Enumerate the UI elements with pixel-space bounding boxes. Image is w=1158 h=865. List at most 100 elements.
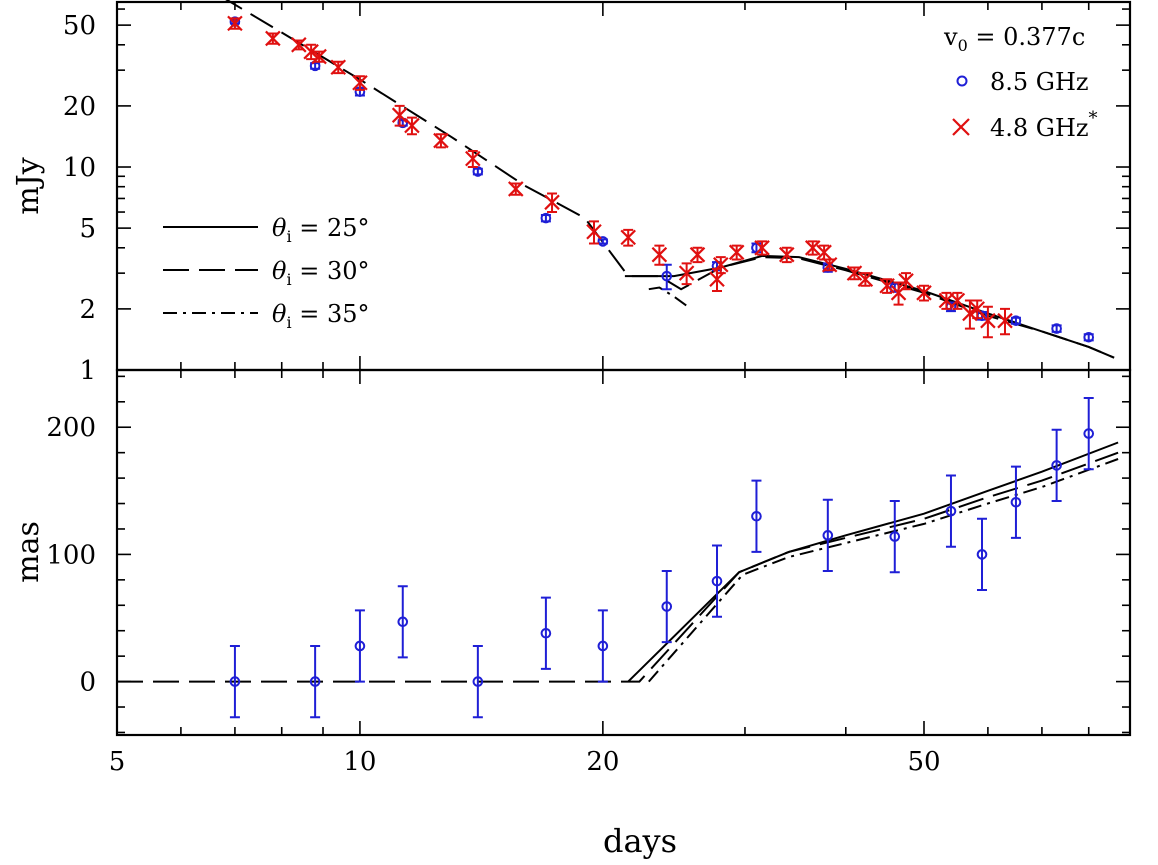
- top-marker-cross: [938, 292, 955, 309]
- top-data-point: [661, 263, 673, 291]
- top-data-point: [311, 48, 327, 65]
- top-data-point: [597, 236, 609, 247]
- top-data-point: [540, 212, 552, 224]
- bottom-error-bar: [977, 517, 988, 592]
- bottom-marker-circle: [229, 676, 241, 687]
- top-model-line-solid: [624, 254, 1115, 359]
- bottom-marker-circle: [711, 575, 723, 587]
- top-data-point: [472, 166, 484, 177]
- bottom-marker-circle: [597, 640, 609, 652]
- top-data-point: [433, 132, 449, 149]
- bottom-panel-offset: 5 10 20 50 0 100 200 mas: [11, 368, 1132, 777]
- top-marker-circle: [1051, 323, 1062, 334]
- top-marker-cross: [404, 117, 420, 134]
- x-axis-label: days: [603, 822, 677, 860]
- bottom-error-bar: [397, 585, 408, 659]
- bottom-model-line-dashdot: [648, 458, 1119, 683]
- top-data-point: [816, 244, 832, 261]
- bottom-error-bar: [1010, 465, 1021, 539]
- top-data-point: [352, 74, 368, 91]
- top-data-point: [846, 265, 863, 281]
- legend-item-4-8-ghz: 4.8 GHz*: [952, 108, 1098, 142]
- bottom-data-point: [397, 585, 409, 659]
- top-marker-cross: [291, 37, 307, 53]
- top-data-point: [265, 30, 281, 47]
- bottom-error-bar: [945, 474, 956, 548]
- top-data-point: [890, 281, 907, 306]
- top-data-point: [651, 244, 668, 266]
- top-data-point: [291, 37, 307, 53]
- top-data-point: [620, 228, 636, 247]
- top-marker-cross: [916, 285, 932, 301]
- bottom-marker-circle: [661, 601, 673, 612]
- bottom-data-point: [751, 479, 762, 553]
- top-marker-cross: [709, 271, 725, 288]
- top-marker-cross: [465, 150, 481, 167]
- bottom-data-point: [661, 569, 673, 644]
- top-data-point: [754, 240, 770, 256]
- top-marker-cross: [890, 285, 907, 301]
- top-marker-circle: [1010, 315, 1022, 326]
- top-marker-cross: [391, 107, 408, 123]
- bottom-data-point: [472, 644, 484, 719]
- bottom-data-point: [309, 644, 321, 719]
- bottom-marker-circle: [751, 510, 762, 522]
- top-axis-ticks: 1 2 5 10 20 50: [63, 2, 1131, 386]
- top-marker-cross: [816, 244, 832, 261]
- bottom-error-bar: [540, 596, 551, 670]
- bottom-marker-circle: [1083, 428, 1095, 439]
- legend-label-4-8-ghz: 4.8 GHz*: [990, 108, 1098, 142]
- bottom-data-point: [1010, 465, 1022, 539]
- svg-text:v0 = 0.377c: v0 = 0.377c: [943, 23, 1085, 55]
- top-model-line-dashed: [225, 0, 1115, 359]
- top-data-point: [728, 244, 745, 261]
- bottom-marker-circle: [472, 676, 484, 687]
- y-tick-label: 10: [63, 153, 96, 183]
- y-tick-label: 200: [46, 413, 96, 443]
- top-marker-cross: [898, 273, 914, 289]
- top-data-point: [330, 59, 347, 76]
- bottom-marker-circle: [822, 530, 834, 541]
- bottom-error-bar: [354, 609, 365, 683]
- top-model-curves: [225, 0, 1115, 359]
- top-data-point: [227, 15, 243, 32]
- bottom-data-point: [229, 644, 241, 719]
- top-data-point: [1083, 331, 1095, 343]
- bottom-error-bar: [472, 644, 483, 719]
- top-data-point: [969, 299, 985, 320]
- top-data-point: [678, 262, 695, 286]
- y-tick-label: 5: [79, 214, 96, 244]
- bottom-ylabel: mas: [11, 521, 46, 583]
- top-data-point: [938, 291, 955, 310]
- top-marker-cross: [508, 181, 524, 197]
- top-marker-cross: [728, 244, 745, 261]
- top-marker-cross: [980, 312, 996, 329]
- svg-text:θi = 25°: θi = 25°: [272, 214, 369, 246]
- top-marker-cross: [754, 240, 770, 256]
- top-data-point: [898, 272, 914, 291]
- top-data-point: [821, 256, 838, 273]
- bottom-model-line-dashed: [117, 451, 1119, 683]
- bottom-marker-circle: [889, 531, 901, 542]
- top-data-point: [303, 43, 319, 61]
- top-marker-cross: [949, 292, 966, 309]
- top-model-line-dashdot: [648, 286, 689, 308]
- bottom-marker-circle: [354, 640, 366, 652]
- x-tick-label: 20: [586, 747, 619, 777]
- top-marker-cross: [651, 246, 668, 263]
- velocity-annotation: v0 = 0.377c: [943, 23, 1085, 55]
- top-marker-cross: [311, 48, 327, 65]
- legend-item-model-25: θi = 25°: [163, 214, 369, 246]
- legend-item-8-5-ghz: 8.5 GHz: [956, 68, 1089, 96]
- top-marker-cross: [997, 312, 1013, 329]
- bottom-axis-ticks: 5 10 20 50 0 100 200: [46, 370, 1131, 777]
- legend-marker-open-circle: [956, 75, 968, 87]
- bottom-data-point: [1083, 396, 1095, 471]
- top-data-point: [404, 116, 420, 136]
- top-data-point: [544, 192, 560, 214]
- top-ylabel: mJy: [11, 157, 46, 214]
- bottom-model-line-solid: [627, 441, 1119, 683]
- top-marker-cross: [265, 30, 281, 47]
- bottom-data-point: [711, 544, 723, 618]
